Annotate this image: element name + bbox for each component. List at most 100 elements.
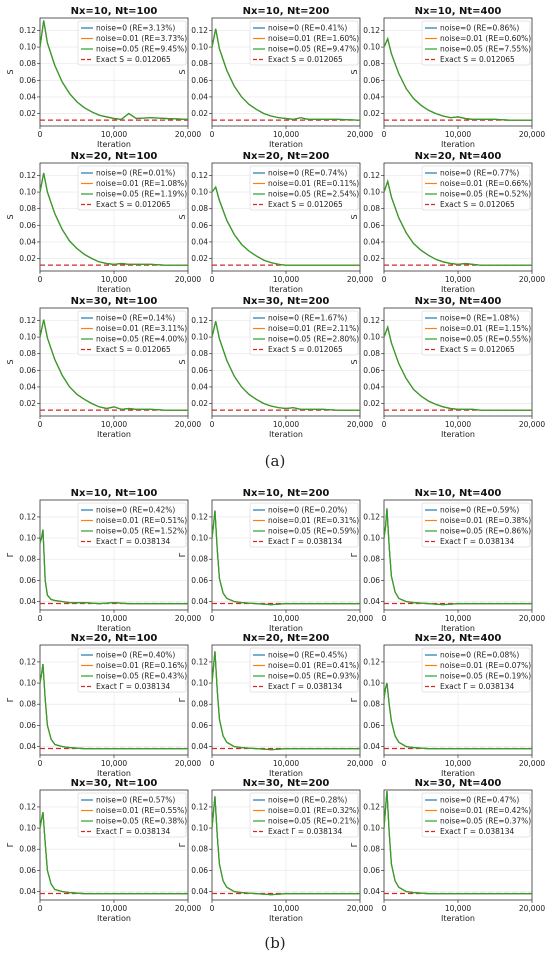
legend-label: noise=0.05 (RE=0.52%) [440, 190, 531, 199]
legend-label: noise=0.05 (RE=0.21%) [268, 817, 359, 826]
legend-box [249, 792, 359, 838]
x-tick-label: 20,000 [519, 420, 545, 429]
x-tick-label: 0 [38, 275, 43, 284]
x-axis-label: Iteration [97, 285, 131, 294]
y-tick-label: 0.08 [19, 204, 36, 213]
y-tick-label: 0.06 [19, 576, 36, 585]
legend-label: noise=0.01 (RE=3.73%) [96, 34, 187, 43]
series-line-2 [383, 508, 532, 606]
x-tick-label: 0 [382, 275, 387, 284]
y-tick-label: 0.06 [191, 366, 208, 375]
x-tick-label: 20,000 [175, 759, 201, 768]
y-tick-label: 0.12 [19, 512, 36, 521]
y-tick-label: 0.08 [19, 845, 36, 854]
x-tick-label: 0 [38, 130, 43, 139]
y-tick-label: 0.12 [363, 512, 380, 521]
legend-label: Exact Γ = 0.038134 [440, 682, 514, 691]
series-line-2 [383, 791, 532, 895]
y-tick-label: 0.12 [191, 26, 208, 35]
y-tick-label: 0.04 [19, 92, 36, 101]
y-tick-label: 0.04 [19, 237, 36, 246]
x-tick-label: 10,000 [445, 904, 471, 913]
y-axis-label: Γ [178, 552, 187, 557]
subplot-b-5: Nx=20, Nt=200 0 10,000 20,000 0.04 0.06 0.08 0.… [178, 633, 373, 778]
legend-label: noise=0.05 (RE=0.93%) [268, 672, 359, 681]
y-tick-label: 0.12 [19, 171, 36, 180]
subplot-title: Nx=30, Nt=100 [71, 778, 158, 789]
y-tick-label: 0.10 [363, 679, 380, 688]
y-tick-label: 0.04 [191, 742, 208, 751]
subplot-title: Nx=20, Nt=400 [415, 633, 502, 644]
legend-box [421, 502, 531, 548]
subplot-title: Nx=30, Nt=200 [243, 778, 330, 789]
y-tick-label: 0.02 [191, 109, 208, 118]
legend-label: noise=0.01 (RE=1.08%) [96, 179, 187, 188]
legend-label: noise=0.05 (RE=1.52%) [96, 527, 187, 536]
y-tick-label: 0.06 [363, 366, 380, 375]
x-tick-label: 0 [382, 614, 387, 623]
x-tick-label: 0 [210, 275, 215, 284]
series-line-2 [211, 321, 360, 411]
caption-a: (a) [264, 452, 286, 470]
legend-label: noise=0.05 (RE=1.19%) [96, 190, 187, 199]
legend-label: noise=0 (RE=0.40%) [96, 651, 175, 660]
x-axis-label: Iteration [441, 140, 475, 149]
x-axis-label: Iteration [441, 769, 475, 778]
y-tick-label: 0.10 [19, 188, 36, 197]
y-tick-label: 0.08 [19, 555, 36, 564]
subplot-title: Nx=20, Nt=100 [71, 151, 158, 162]
legend-label: Exact S = 0.012065 [96, 55, 171, 64]
x-tick-label: 20,000 [519, 614, 545, 623]
legend-label: Exact Γ = 0.038134 [440, 537, 514, 546]
subplot-title: Nx=30, Nt=200 [243, 296, 330, 307]
y-tick-label: 0.12 [191, 171, 208, 180]
subplot-title: Nx=20, Nt=200 [243, 151, 330, 162]
x-tick-label: 0 [382, 904, 387, 913]
y-tick-label: 0.08 [191, 845, 208, 854]
series-line-2 [383, 36, 532, 121]
y-axis-label: S [178, 359, 187, 364]
subplot-title: Nx=10, Nt=100 [71, 488, 158, 499]
x-tick-label: 20,000 [347, 759, 373, 768]
subplot-a-5: Nx=20, Nt=200 0 10,000 20,000 0.02 0.04 0.06 0.… [178, 151, 373, 294]
y-tick-label: 0.04 [191, 92, 208, 101]
x-axis-label: Iteration [269, 430, 303, 439]
y-tick-label: 0.06 [191, 576, 208, 585]
y-axis-label: S [178, 214, 187, 219]
subplot-title: Nx=10, Nt=100 [71, 6, 158, 17]
legend-label: noise=0 (RE=1.08%) [440, 314, 519, 323]
subplot-b-4: Nx=20, Nt=100 0 10,000 20,000 0.04 0.06 0.08 0.… [6, 633, 201, 778]
y-tick-label: 0.06 [191, 221, 208, 230]
y-axis-label: Γ [350, 552, 359, 557]
y-tick-label: 0.12 [363, 657, 380, 666]
x-tick-label: 20,000 [347, 420, 373, 429]
legend-label: noise=0.01 (RE=0.60%) [440, 34, 531, 43]
legend-label: Exact Γ = 0.038134 [96, 537, 170, 546]
subplot-b-9: Nx=30, Nt=400 0 10,000 20,000 0.04 0.06 0.08 0.… [350, 778, 545, 923]
x-axis-label: Iteration [269, 624, 303, 633]
x-axis-label: Iteration [269, 914, 303, 923]
subplot-title: Nx=20, Nt=400 [415, 151, 502, 162]
legend-label: noise=0.05 (RE=0.19%) [440, 672, 531, 681]
legend-label: noise=0 (RE=0.74%) [268, 169, 347, 178]
y-tick-label: 0.04 [191, 237, 208, 246]
y-tick-label: 0.02 [191, 399, 208, 408]
y-tick-label: 0.10 [191, 188, 208, 197]
y-tick-label: 0.10 [363, 188, 380, 197]
y-tick-label: 0.02 [19, 399, 36, 408]
series-line-2 [39, 663, 188, 750]
y-tick-label: 0.06 [363, 576, 380, 585]
legend-box [77, 502, 187, 548]
y-tick-label: 0.04 [19, 597, 36, 606]
y-tick-label: 0.02 [191, 254, 208, 263]
legend-label: noise=0.05 (RE=9.47%) [268, 45, 359, 54]
y-tick-label: 0.08 [19, 349, 36, 358]
y-axis-label: S [178, 69, 187, 74]
legend-label: noise=0 (RE=0.42%) [96, 506, 175, 515]
y-tick-label: 0.02 [363, 109, 380, 118]
y-tick-label: 0.04 [363, 382, 380, 391]
subplot-b-6: Nx=20, Nt=400 0 10,000 20,000 0.04 0.06 0.08 0.… [350, 633, 545, 778]
subplot-title: Nx=10, Nt=200 [243, 6, 330, 17]
legend-box [77, 310, 187, 356]
subplot-title: Nx=10, Nt=200 [243, 488, 330, 499]
